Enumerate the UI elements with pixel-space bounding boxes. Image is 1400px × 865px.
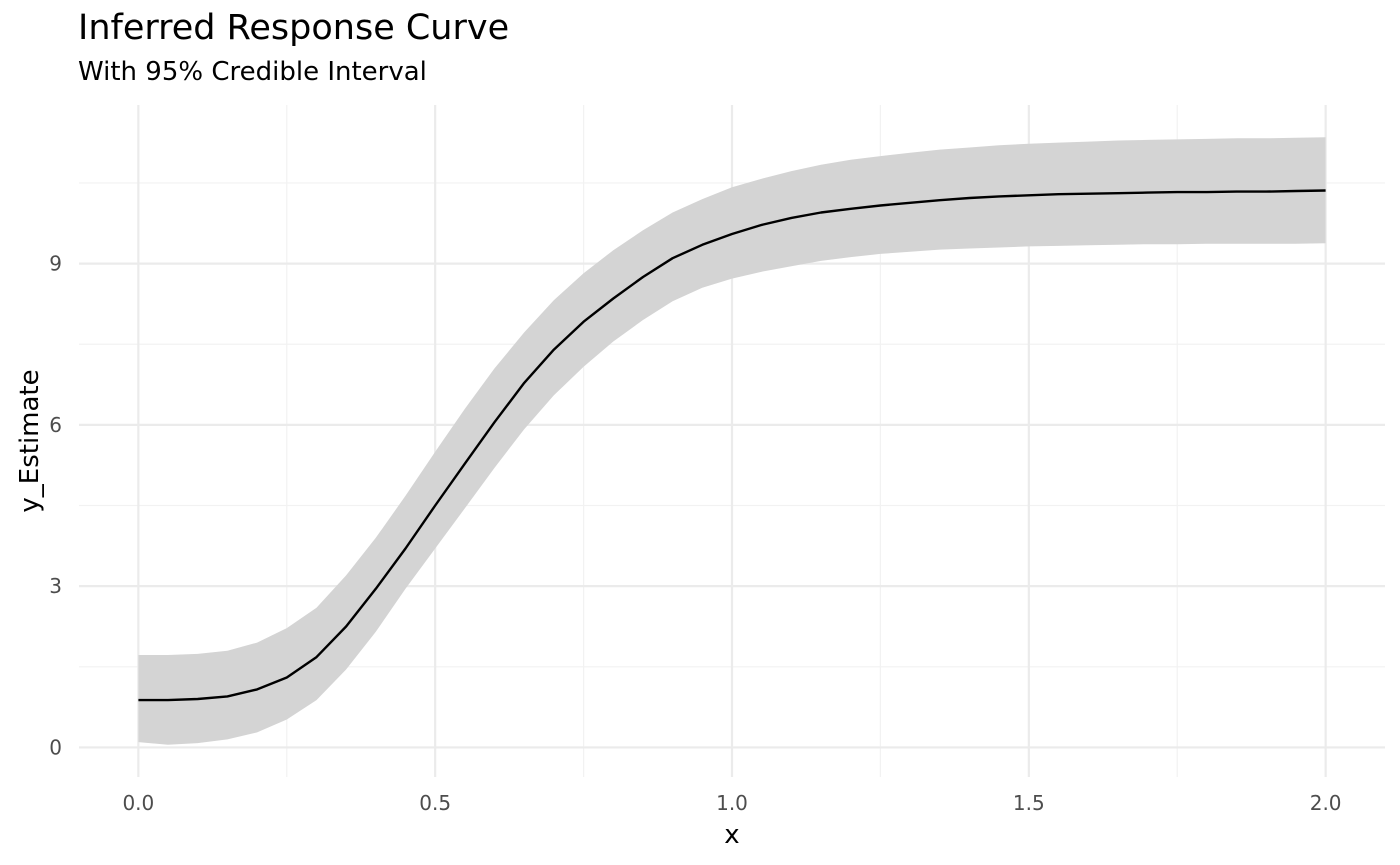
x-tick-label: 1.0: [716, 791, 748, 815]
x-tick-label: 0.0: [122, 791, 154, 815]
credible-interval-ribbon: [138, 137, 1326, 745]
y-tick-label: 0: [49, 735, 62, 759]
y-axis-title: y_Estimate: [15, 369, 45, 512]
x-tick-label: 1.5: [1013, 791, 1045, 815]
x-tick-label: 0.5: [419, 791, 451, 815]
chart-title: Inferred Response Curve: [78, 8, 510, 48]
y-tick-label: 6: [49, 413, 62, 437]
estimate-line: [138, 189, 1326, 702]
tick-labels: 0.0 0.5 1.0 1.5 2.0 0 3 6 9: [49, 252, 1341, 815]
y-tick-label: 9: [49, 252, 62, 276]
x-axis-title: x: [724, 820, 739, 850]
chart-subtitle: With 95% Credible Interval: [78, 57, 427, 87]
estimate-line-layer: [138, 189, 1326, 702]
credible-interval-layer: [138, 137, 1326, 745]
x-tick-label: 2.0: [1310, 791, 1342, 815]
y-tick-label: 3: [49, 574, 62, 598]
